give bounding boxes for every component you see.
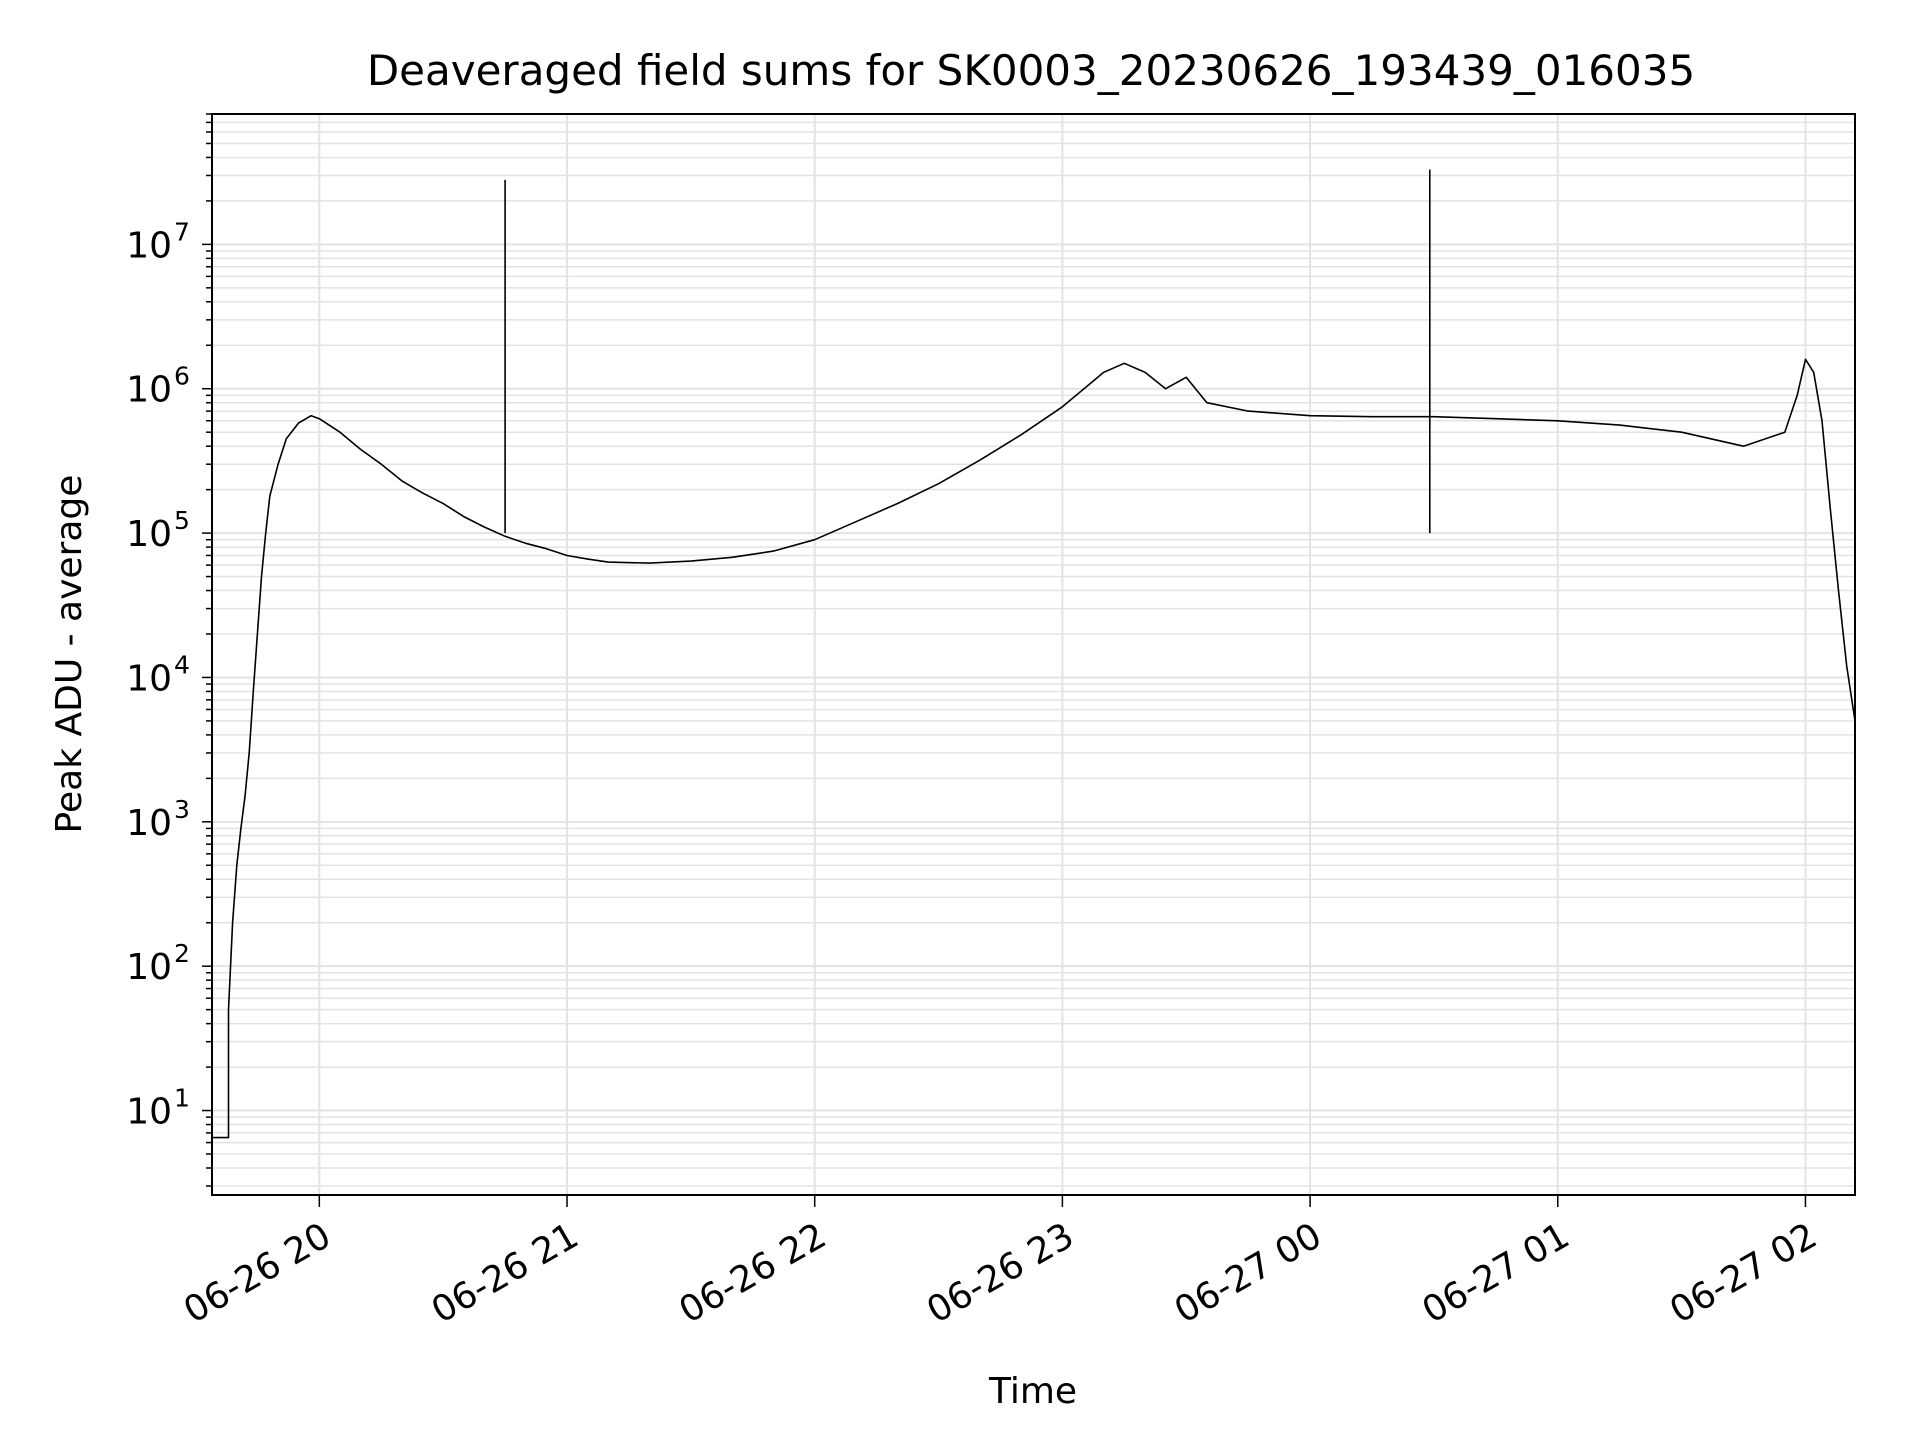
y-tick-label: 10 <box>126 225 172 266</box>
plot-background <box>212 114 1855 1195</box>
y-tick-exponent: 5 <box>174 506 190 535</box>
y-tick-label: 10 <box>126 658 172 699</box>
y-tick-exponent: 2 <box>174 939 190 968</box>
series-line <box>212 358 1856 1139</box>
series-group <box>212 169 1856 1139</box>
y-tick-label: 10 <box>126 947 172 988</box>
y-tick-exponent: 6 <box>174 362 190 391</box>
y-tick-label: 10 <box>126 803 172 844</box>
x-axis-label: Time <box>988 1371 1077 1412</box>
y-tick-label: 10 <box>126 370 172 411</box>
y-tick-label: 10 <box>126 1092 172 1133</box>
y-axis-label: Peak ADU - average <box>49 475 90 834</box>
plot-frame <box>211 113 1856 1196</box>
y-tick-label: 10 <box>126 514 172 555</box>
y-tick-exponent: 4 <box>174 650 190 679</box>
y-tick-exponent: 3 <box>174 795 190 824</box>
y-tick-exponent: 7 <box>174 217 190 246</box>
chart-title: Deaveraged field sums for SK0003_2023062… <box>367 46 1695 95</box>
y-tick-exponent: 1 <box>174 1084 190 1113</box>
